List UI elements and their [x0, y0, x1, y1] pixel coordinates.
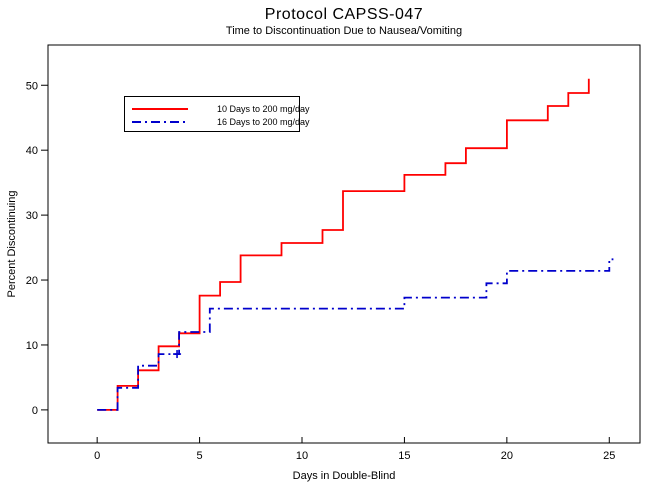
x-axis-label: Days in Double-Blind: [292, 470, 396, 482]
y-tick-label: 40: [26, 145, 38, 157]
legend-line-solid-icon: [132, 107, 188, 110]
series-line-1: [97, 258, 614, 411]
x-tick-label: 15: [398, 450, 410, 462]
legend-item-16days: 16 Days to 200 mg/day: [131, 115, 310, 128]
x-tick-label: 0: [94, 450, 100, 462]
y-tick-label: 20: [26, 275, 38, 287]
legend: 10 Days to 200 mg/day 16 Days to 200 mg/…: [124, 96, 310, 132]
x-tick-label: 20: [501, 450, 513, 462]
y-tick-label: 10: [26, 340, 38, 352]
y-tick-label: 30: [26, 210, 38, 222]
legend-label: 16 Days to 200 mg/day: [217, 116, 310, 127]
y-tick-label: 50: [26, 80, 38, 92]
chart-title: Protocol CAPSS-047: [264, 6, 424, 23]
y-tick-label: 0: [32, 405, 38, 417]
y-axis-label: Percent Discontinuing: [6, 190, 18, 298]
x-tick-label: 25: [603, 450, 615, 462]
chart-subtitle: Time to Discontinuation Due to Nausea/Vo…: [225, 25, 463, 37]
plot-frame: [47, 44, 641, 444]
x-tick-label: 5: [197, 450, 203, 462]
x-tick-label: 10: [296, 450, 308, 462]
legend-line-dashdot-icon: [132, 120, 188, 123]
legend-item-10days: 10 Days to 200 mg/day: [131, 102, 310, 115]
legend-label: 10 Days to 200 mg/day: [217, 103, 310, 114]
